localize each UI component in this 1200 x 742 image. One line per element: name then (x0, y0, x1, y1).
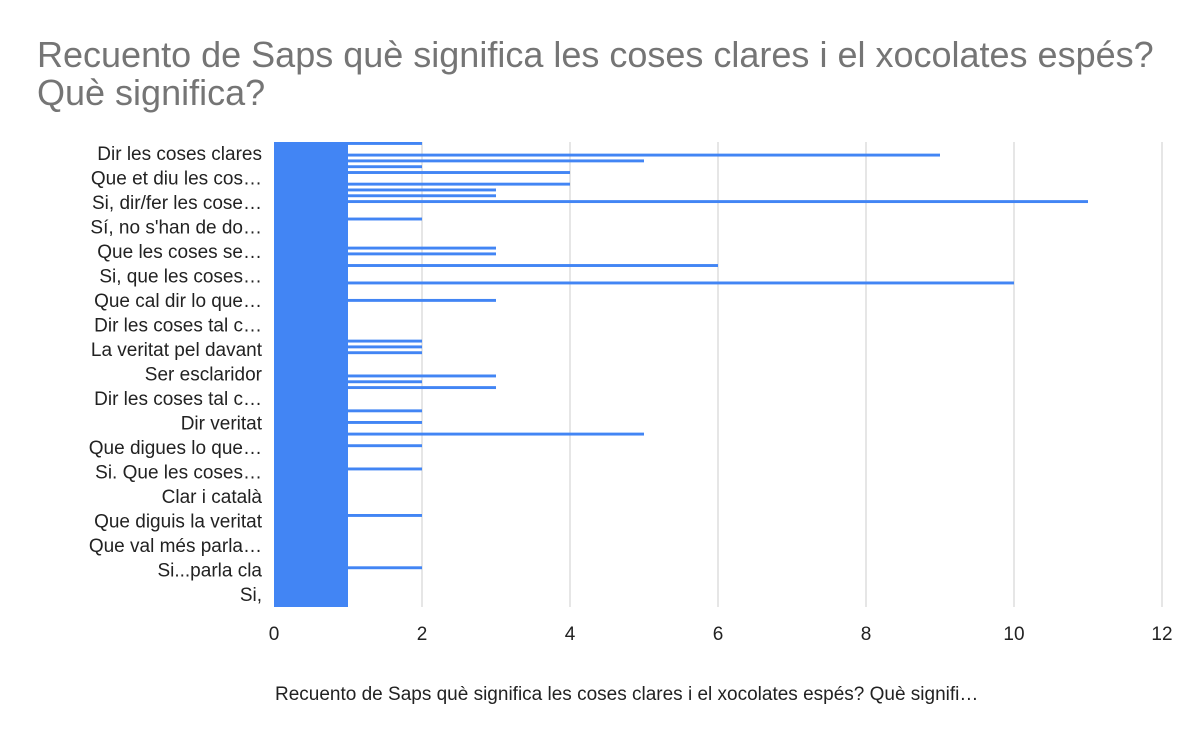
category-label: Si. Que les coses… (95, 462, 262, 483)
category-label: Sí, no s'han de do… (90, 218, 262, 239)
bar (274, 200, 1088, 204)
category-label: Que val més parla… (89, 536, 262, 557)
category-label: Si, (240, 585, 262, 606)
bar (274, 281, 1014, 285)
x-tick-label: 12 (1151, 624, 1172, 645)
bar (274, 159, 644, 163)
category-label: Que et diu les cos… (91, 169, 262, 190)
chart-title: Recuento de Saps què significa les coses… (37, 34, 1154, 113)
category-label: La veritat pel davant (91, 340, 263, 361)
bar (274, 194, 496, 198)
category-label: Que diguis la veritat (94, 511, 263, 532)
bar (274, 182, 570, 186)
bar (274, 188, 496, 192)
x-tick-label: 0 (269, 624, 280, 645)
category-label: Dir les coses tal c… (94, 316, 262, 337)
bar (274, 432, 644, 436)
category-label: Dir les coses tal c… (94, 389, 262, 410)
bar (274, 264, 718, 267)
x-tick-labels: 0 2 4 6 8 10 12 (269, 624, 1173, 645)
x-tick-label: 4 (565, 624, 576, 645)
x-axis-title: Recuento de Saps què significa les coses… (275, 684, 978, 705)
bar (274, 386, 496, 390)
category-label: Si, dir/fer les cose… (92, 193, 262, 214)
category-label: Ser esclaridor (145, 365, 263, 386)
category-label: Si, que les coses… (99, 267, 262, 288)
bar (274, 374, 496, 378)
x-tick-label: 2 (417, 624, 428, 645)
category-label: Que digues lo que… (89, 438, 262, 459)
category-label: Dir les coses clares (97, 144, 262, 165)
x-tick-label: 6 (713, 624, 724, 645)
category-label: Que cal dir lo que… (94, 291, 262, 312)
bar-block (274, 142, 348, 607)
bars (274, 142, 1088, 607)
category-label: Que les coses se… (97, 242, 262, 263)
bar (274, 246, 496, 250)
x-tick-label: 10 (1003, 624, 1024, 645)
category-label: Si...parla cla (157, 560, 262, 581)
bar (274, 171, 570, 174)
category-label: Clar i català (162, 487, 263, 508)
gridlines (421, 142, 1163, 607)
bar (274, 298, 496, 302)
category-label: Dir veritat (181, 413, 263, 434)
bar (274, 153, 940, 157)
category-labels: Dir les coses clares Que et diu les cos… S… (89, 144, 263, 606)
bar (274, 252, 496, 256)
x-tick-label: 8 (861, 624, 872, 645)
